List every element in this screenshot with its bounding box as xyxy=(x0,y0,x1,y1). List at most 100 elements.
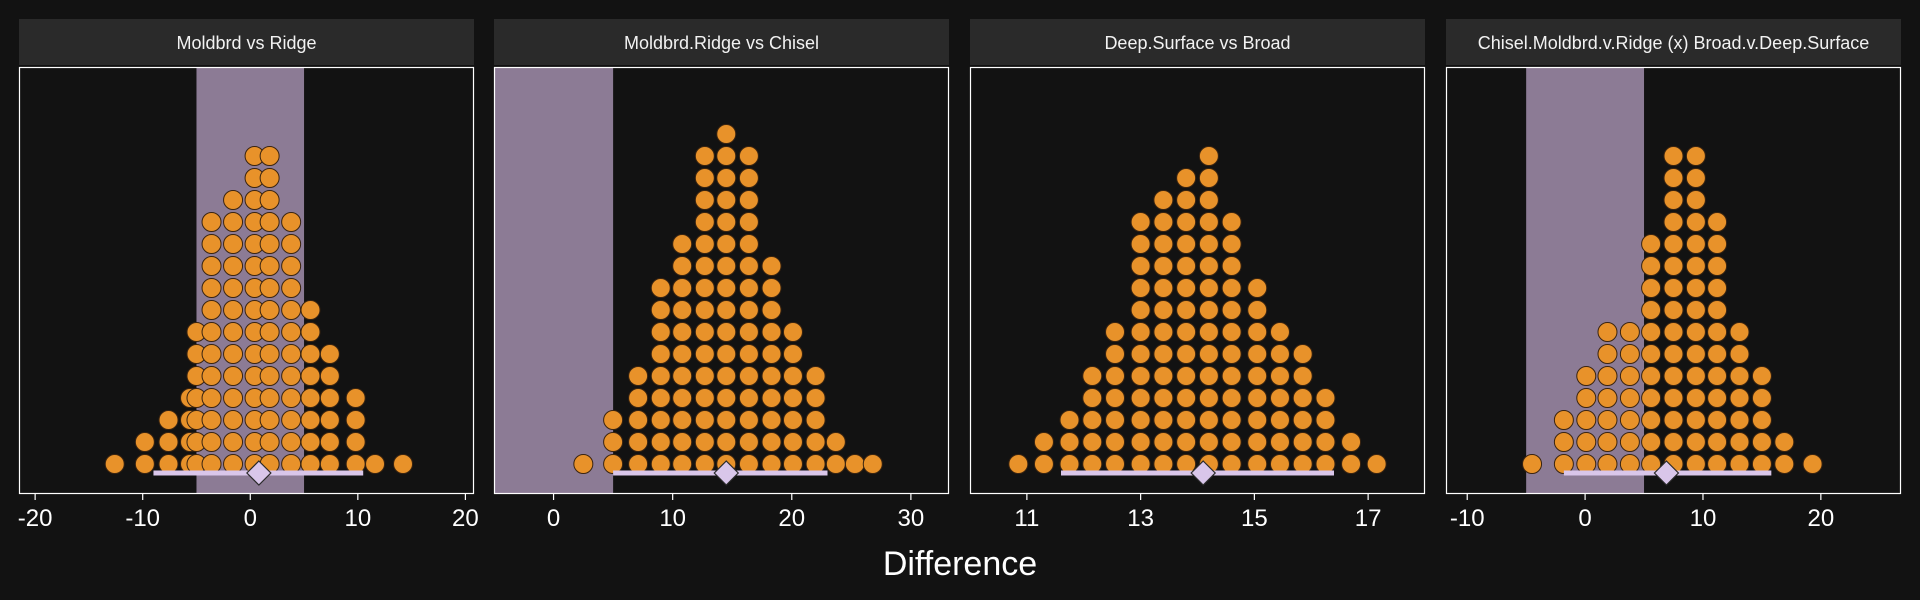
posterior-draw-dot xyxy=(805,388,826,408)
posterior-draw-dot xyxy=(223,256,244,276)
x-axis-title: Difference xyxy=(883,545,1037,583)
posterior-draw-dot xyxy=(1774,454,1795,474)
posterior-draw-dot xyxy=(1576,410,1597,430)
posterior-draw-dot xyxy=(1130,366,1151,386)
posterior-draw-dot xyxy=(1729,344,1750,364)
posterior-draw-dot xyxy=(1247,278,1268,298)
posterior-draw-dot xyxy=(716,278,737,298)
posterior-draw-dot xyxy=(259,256,280,276)
posterior-draw-dot xyxy=(672,344,693,364)
posterior-draw-dot xyxy=(1751,432,1772,452)
posterior-draw-dot xyxy=(738,278,759,298)
posterior-draw-dot xyxy=(223,190,244,210)
posterior-draw-dot xyxy=(1033,454,1054,474)
posterior-draw-dot xyxy=(1130,234,1151,254)
posterior-draw-dot xyxy=(223,278,244,298)
posterior-draw-dot xyxy=(1082,410,1103,430)
posterior-draw-dot xyxy=(1663,168,1684,188)
posterior-draw-dot xyxy=(1221,432,1242,452)
posterior-draw-dot xyxy=(1729,322,1750,342)
x-tick-label: -10 xyxy=(125,505,160,532)
posterior-draw-dot xyxy=(319,344,340,364)
posterior-draw-dot xyxy=(1685,212,1706,232)
posterior-draw-dot xyxy=(782,432,803,452)
posterior-draw-dot xyxy=(761,300,782,320)
posterior-draw-dot xyxy=(1247,388,1268,408)
posterior-draw-dot xyxy=(1247,432,1268,452)
posterior-draw-dot xyxy=(1198,278,1219,298)
posterior-draw-dot xyxy=(1105,366,1126,386)
posterior-draw-dot xyxy=(393,454,414,474)
posterior-draw-dot xyxy=(738,168,759,188)
posterior-draw-dot xyxy=(1641,234,1662,254)
posterior-draw-dot xyxy=(1707,410,1728,430)
posterior-draw-dot xyxy=(694,146,715,166)
posterior-draw-dot xyxy=(738,432,759,452)
posterior-draw-dot xyxy=(694,234,715,254)
facet-axes: -20 -10 0 10 20 0 10 20 30 11 13 15 17 -10 0 10 20 xyxy=(18,494,1834,532)
posterior-draw-dot xyxy=(716,146,737,166)
posterior-draw-dot xyxy=(1597,366,1618,386)
posterior-draw-dot xyxy=(104,454,125,474)
x-tick-label: 17 xyxy=(1355,505,1382,532)
facet-panel-4 xyxy=(1445,66,1902,495)
point-estimate xyxy=(246,460,272,486)
posterior-draw-dot xyxy=(1153,410,1174,430)
posterior-draw-dot xyxy=(1176,322,1197,342)
posterior-draw-dot xyxy=(1685,388,1706,408)
posterior-draw-dot xyxy=(1198,212,1219,232)
posterior-draw-dot xyxy=(201,432,222,452)
posterior-draw-dot xyxy=(782,344,803,364)
posterior-draw-dot xyxy=(1130,344,1151,364)
posterior-draw-dot xyxy=(825,432,846,452)
posterior-draw-dot xyxy=(319,388,340,408)
posterior-draw-dot xyxy=(1663,256,1684,276)
panel-plot-area xyxy=(19,67,474,494)
posterior-draw-dot xyxy=(1033,432,1054,452)
posterior-draw-dot xyxy=(1198,322,1219,342)
posterior-draw-dot xyxy=(300,410,321,430)
posterior-draw-dot xyxy=(201,256,222,276)
posterior-draw-dot xyxy=(345,410,366,430)
posterior-draw-dot xyxy=(628,388,649,408)
posterior-draw-dot xyxy=(694,300,715,320)
posterior-draw-dot xyxy=(738,366,759,386)
posterior-draw-dot xyxy=(300,322,321,342)
x-tick-label: 10 xyxy=(1690,505,1717,532)
posterior-draw-dot xyxy=(1198,168,1219,188)
posterior-draw-dot xyxy=(805,410,826,430)
posterior-draw-dot xyxy=(1247,366,1268,386)
posterior-draw-dot xyxy=(1751,366,1772,386)
x-tick-label: 20 xyxy=(452,505,479,532)
posterior-draw-dot xyxy=(201,234,222,254)
posterior-draw-dot xyxy=(628,410,649,430)
posterior-draw-dot xyxy=(1663,410,1684,430)
posterior-draw-dot xyxy=(1130,278,1151,298)
posterior-draw-dot xyxy=(782,322,803,342)
panel-border xyxy=(969,66,1426,495)
posterior-draw-dot xyxy=(716,124,737,144)
posterior-draw-dot xyxy=(1198,234,1219,254)
posterior-draw-dot xyxy=(1269,410,1290,430)
posterior-draw-dot xyxy=(694,212,715,232)
posterior-draw-dot xyxy=(201,212,222,232)
panel-plot-area xyxy=(1446,67,1901,494)
posterior-draw-dot xyxy=(694,366,715,386)
posterior-draw-dot xyxy=(1221,410,1242,430)
facet-panel-3 xyxy=(969,66,1426,495)
posterior-draw-dot xyxy=(1153,344,1174,364)
posterior-draw-dot xyxy=(1707,322,1728,342)
posterior-draw-dot xyxy=(223,212,244,232)
posterior-draw-dot xyxy=(716,212,737,232)
posterior-draw-dot xyxy=(201,366,222,386)
panel-plot-area xyxy=(494,67,949,494)
posterior-draw-dot xyxy=(716,234,737,254)
posterior-draw-dot xyxy=(650,366,671,386)
posterior-draw-dot xyxy=(345,388,366,408)
posterior-draw-dot xyxy=(1269,366,1290,386)
posterior-draw-dot xyxy=(1198,366,1219,386)
posterior-draw-dot xyxy=(761,388,782,408)
posterior-draw-dot xyxy=(1341,454,1362,474)
x-axis-2: 0 10 20 30 xyxy=(547,494,924,532)
posterior-draw-dot xyxy=(761,366,782,386)
